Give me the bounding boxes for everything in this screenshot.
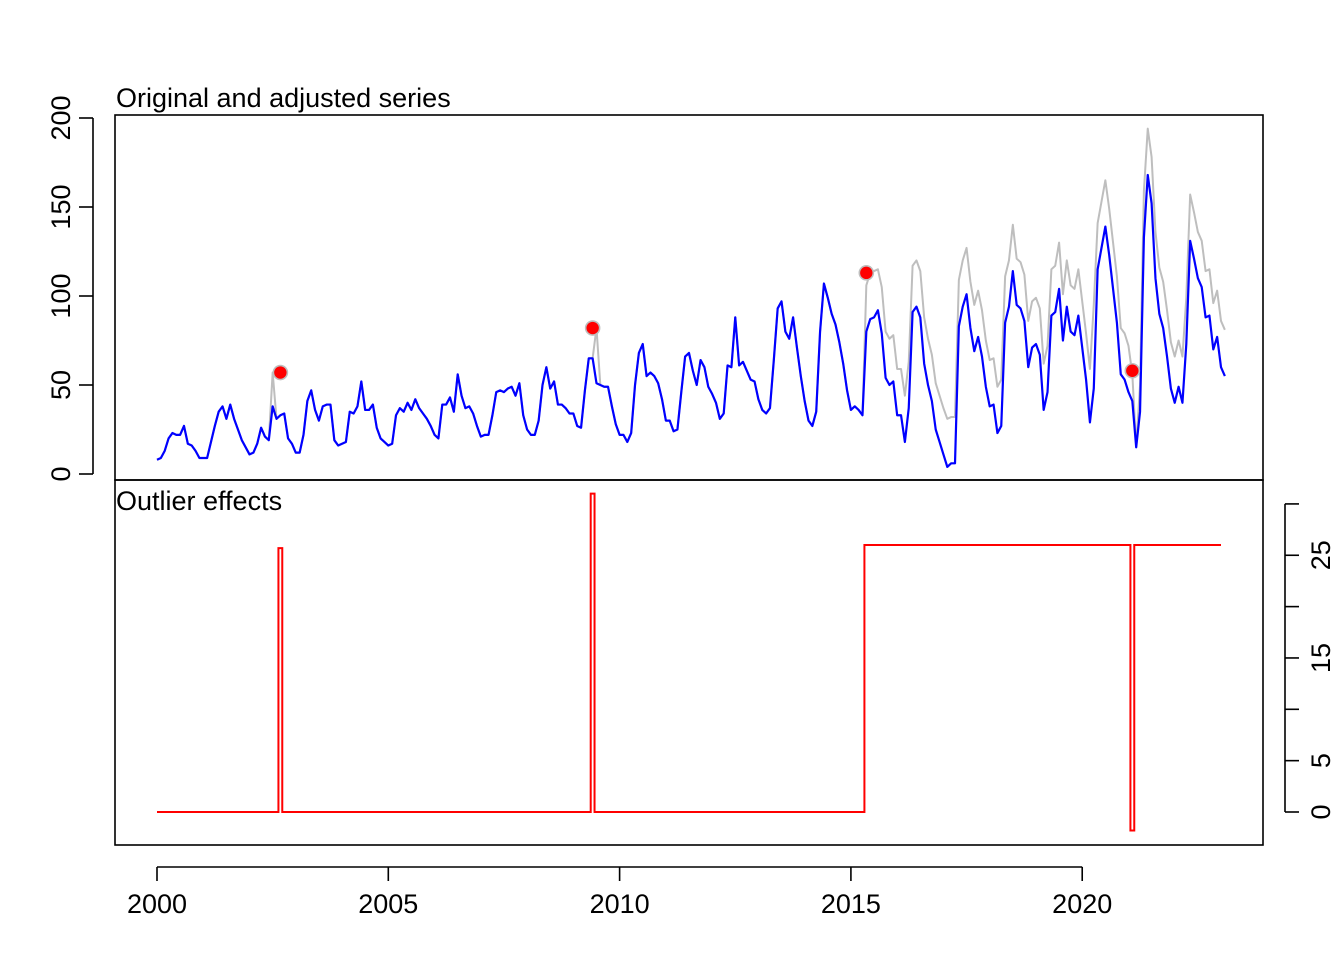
outlier-effects-series — [157, 492, 1221, 832]
x-tick-label: 2020 — [1052, 889, 1112, 919]
y-tick-label-right: 25 — [1306, 540, 1336, 570]
y-tick-label: 100 — [46, 273, 76, 318]
x-tick-label: 2000 — [127, 889, 187, 919]
panel-title-original-adjusted: Original and adjusted series — [116, 83, 451, 113]
y-axis-left: 0 50 100 150 200 — [46, 95, 94, 482]
adjusted-series-line — [156, 173, 1226, 468]
y-axis-right: 0 5 15 25 — [1284, 503, 1336, 820]
y-tick-label: 150 — [46, 184, 76, 229]
y-tick-label: 50 — [46, 370, 76, 400]
y-tick-label: 200 — [46, 95, 76, 140]
outlier-effects-line — [157, 492, 1221, 832]
outlier-point — [272, 364, 289, 381]
original-series-line — [156, 127, 1226, 461]
y-tick-label-right: 5 — [1306, 753, 1336, 768]
panel-original-adjusted: Original and adjusted series 0 50 100 150 20… — [46, 83, 1264, 482]
original-series — [156, 127, 1226, 461]
y-tick-label: 0 — [46, 466, 76, 481]
y-tick-label-right: 15 — [1306, 643, 1336, 673]
panel-outlier-effects: Outlier effects 0 5 15 25 — [114, 479, 1336, 846]
x-axis-bottom: 2000 2005 2010 2015 2020 — [127, 866, 1112, 919]
outlier-point — [584, 320, 601, 336]
x-tick-label: 2015 — [821, 889, 881, 919]
panel-frame-top — [114, 114, 1264, 481]
x-tick-label: 2005 — [358, 889, 418, 919]
outlier-point — [1124, 362, 1141, 379]
panel-frame-bottom — [114, 479, 1264, 846]
panel-title-outlier-effects: Outlier effects — [116, 486, 282, 516]
x-tick-label: 2010 — [590, 889, 650, 919]
outlier-points — [272, 265, 1141, 381]
adjusted-series — [156, 173, 1226, 468]
outlier-point — [858, 265, 875, 281]
y-tick-label-right: 0 — [1306, 804, 1336, 819]
